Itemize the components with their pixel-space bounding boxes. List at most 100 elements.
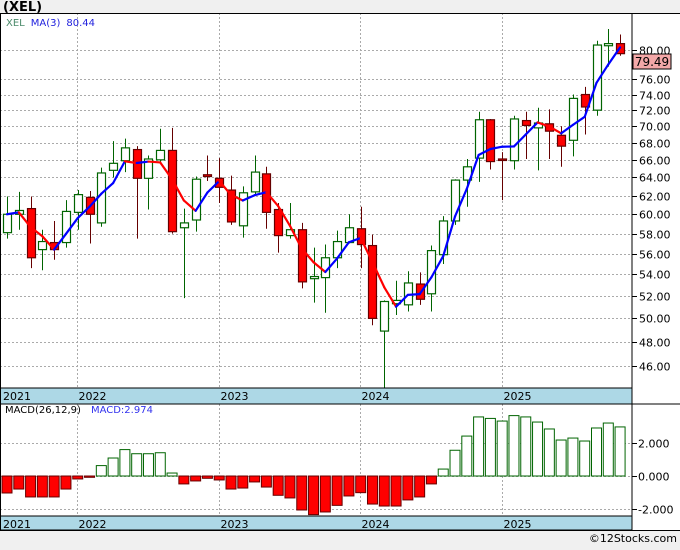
- chart-title: (XEL): [3, 0, 42, 15]
- macd-bar-positive: [132, 454, 142, 476]
- macd-bar-negative: [415, 476, 425, 497]
- candle-up: [39, 242, 47, 250]
- y-tick-label: 48.00: [639, 337, 671, 350]
- y-tick-label: 50.00: [639, 313, 671, 326]
- x-tick-label: 2022: [79, 518, 107, 531]
- y-tick-label: 46.00: [639, 361, 671, 374]
- candle-down: [204, 175, 212, 177]
- ma-segment: [137, 162, 149, 163]
- x-tick-label: 2023: [221, 390, 249, 403]
- macd-bar-negative: [332, 476, 342, 505]
- macd-bar-positive: [167, 473, 177, 476]
- y-tick-label: 74.00: [639, 90, 671, 103]
- candle-up: [570, 98, 578, 140]
- x-tick-label: 2025: [504, 390, 532, 403]
- macd-bar-positive: [603, 423, 613, 476]
- candle-down: [523, 121, 531, 126]
- x-tick-label: 2024: [362, 518, 390, 531]
- candle-down: [358, 229, 366, 245]
- macd-bar-positive: [497, 421, 507, 476]
- x-tick-label: 2023: [221, 518, 249, 531]
- macd-y-tick-label: -2.000: [638, 504, 673, 517]
- macd-bar-positive: [533, 422, 543, 476]
- macd-bar-positive: [509, 416, 519, 476]
- y-tick-label: 58.00: [639, 229, 671, 242]
- macd-bar-negative: [273, 476, 283, 495]
- x-tick-label: 2021: [3, 518, 31, 531]
- macd-bar-negative: [14, 476, 24, 489]
- macd-bar-positive: [120, 450, 130, 476]
- macd-bar-positive: [615, 427, 625, 476]
- macd-bar-negative: [391, 476, 401, 506]
- macd-bar-negative: [191, 476, 201, 481]
- candle-down: [499, 159, 507, 161]
- macd-bar-positive: [438, 469, 448, 476]
- x-tick-label: 2025: [504, 518, 532, 531]
- y-tick-label: 56.00: [639, 249, 671, 262]
- macd-bar-negative: [250, 476, 260, 482]
- macd-bar-negative: [426, 476, 436, 484]
- y-tick-label: 54.00: [639, 269, 671, 282]
- macd-bar-negative: [49, 476, 59, 497]
- macd-bar-negative: [85, 476, 95, 477]
- macd-bar-positive: [592, 428, 602, 476]
- macd-bar-negative: [356, 476, 366, 493]
- macd-bar-negative: [261, 476, 271, 487]
- candle-up: [605, 44, 613, 46]
- candle-up: [157, 150, 165, 159]
- macd-bar-negative: [61, 476, 71, 489]
- macd-bar-positive: [474, 417, 484, 476]
- macd-y-tick-label: 0.000: [638, 471, 670, 484]
- macd-bar-positive: [485, 418, 495, 476]
- candle-up: [193, 179, 201, 220]
- y-tick-label: 68.00: [639, 138, 671, 151]
- candle-up: [181, 223, 189, 228]
- macd-bar-negative: [379, 476, 389, 506]
- candle-up: [110, 163, 118, 170]
- macd-bar-positive: [462, 436, 472, 476]
- macd-bar-positive: [568, 438, 578, 476]
- macd-bar-negative: [226, 476, 236, 489]
- macd-bar-negative: [214, 476, 224, 480]
- candle-up: [122, 148, 130, 161]
- macd-bar-negative: [297, 476, 307, 510]
- y-tick-label: 76.00: [639, 74, 671, 87]
- macd-legend: MACD(26,12,9)MACD:2.974: [5, 405, 153, 416]
- macd-bar-negative: [37, 476, 47, 497]
- candle-up: [311, 277, 319, 279]
- macd-bar-negative: [344, 476, 354, 496]
- macd-bar-negative: [2, 476, 12, 493]
- macd-bar-positive: [450, 450, 460, 476]
- footer-copyright: ©12Stocks.com: [589, 532, 677, 545]
- x-tick-label: 2024: [362, 390, 390, 403]
- candle-up: [75, 195, 83, 213]
- candle-down: [558, 135, 566, 146]
- candle-down: [299, 230, 307, 282]
- macd-bar-negative: [285, 476, 295, 498]
- y-tick-label: 64.00: [639, 172, 671, 185]
- ma-segment: [148, 162, 160, 163]
- candle-down: [28, 209, 36, 258]
- candle-down: [487, 120, 495, 162]
- macd-bar-negative: [26, 476, 36, 497]
- macd-bar-negative: [367, 476, 377, 504]
- macd-bar-positive: [108, 458, 118, 476]
- y-tick-label: 62.00: [639, 191, 671, 204]
- macd-bar-positive: [96, 466, 106, 476]
- ma-segment: [408, 294, 420, 295]
- macd-bar-negative: [73, 476, 83, 479]
- x-tick-label: 2021: [3, 390, 31, 403]
- macd-bar-positive: [556, 440, 566, 476]
- x-tick-label: 2022: [79, 390, 107, 403]
- y-tick-label: 60.00: [639, 209, 671, 222]
- macd-bar-negative: [202, 476, 212, 478]
- macd-bar-positive: [544, 429, 554, 476]
- candle-up: [511, 119, 519, 161]
- macd-bar-negative: [403, 476, 413, 500]
- candle-up: [381, 301, 389, 331]
- candle-up: [4, 214, 12, 232]
- macd-bar-negative: [238, 476, 248, 488]
- macd-bar-positive: [143, 454, 153, 476]
